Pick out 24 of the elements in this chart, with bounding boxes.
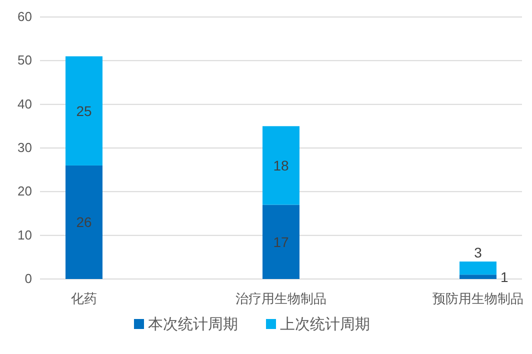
bar xyxy=(66,56,102,166)
data-label: 1 xyxy=(500,268,508,285)
y-tick-label: 0 xyxy=(24,271,32,286)
bar xyxy=(460,262,496,275)
data-label: 25 xyxy=(76,102,92,119)
y-tick-label: 30 xyxy=(18,140,32,155)
legend-label: 本次统计周期 xyxy=(148,316,238,333)
y-tick-label: 60 xyxy=(18,9,32,24)
legend-label: 上次统计周期 xyxy=(280,316,370,333)
x-tick-label: 化药 xyxy=(71,291,97,306)
data-label: 26 xyxy=(76,214,92,230)
y-tick-label: 50 xyxy=(18,52,32,68)
data-label: 18 xyxy=(273,157,289,174)
bar xyxy=(460,274,496,279)
x-tick-label: 预防用生物制品 xyxy=(432,291,524,306)
y-tick-label: 40 xyxy=(18,96,32,112)
bar xyxy=(262,204,300,279)
bar xyxy=(262,126,300,205)
y-tick-label: 10 xyxy=(18,227,32,242)
bar xyxy=(66,165,102,279)
y-tick-label: 20 xyxy=(18,184,32,199)
data-label: 17 xyxy=(273,234,289,250)
x-tick-label: 治疗用生物制品 xyxy=(236,291,326,306)
data-label: 3 xyxy=(474,244,482,261)
